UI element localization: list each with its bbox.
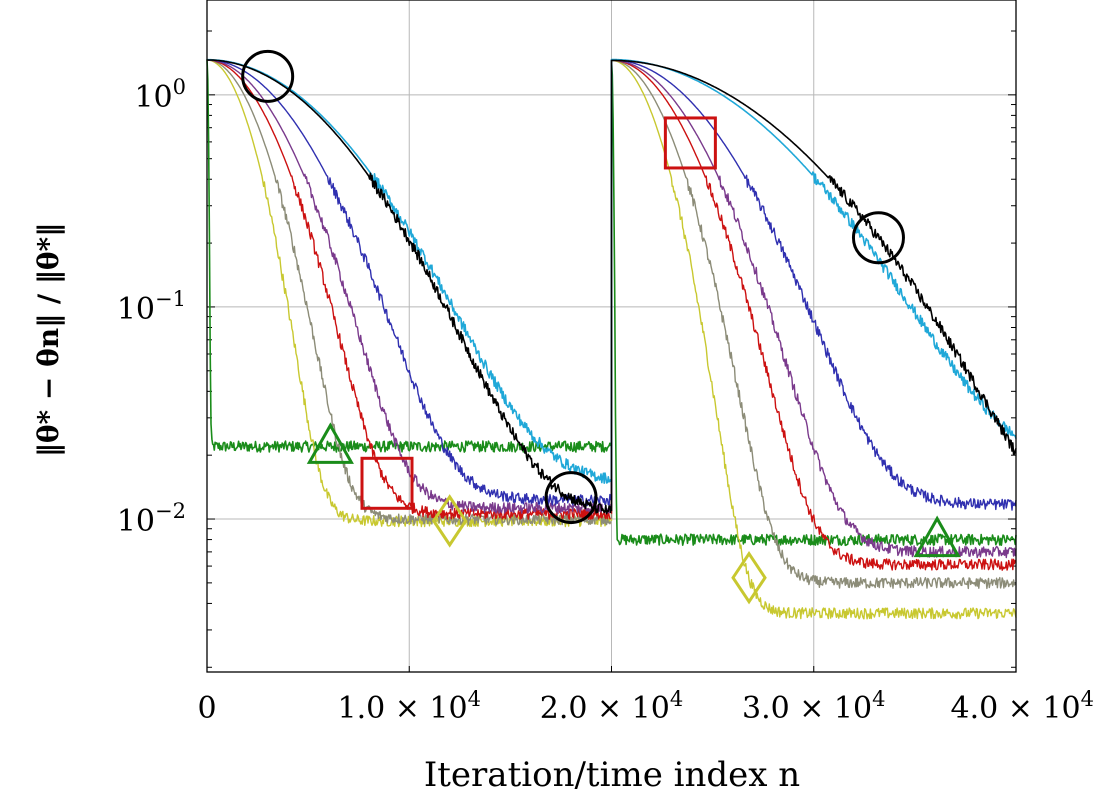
y-tick-label: 10−1 [117, 287, 186, 327]
series-line-gray [207, 59, 1017, 590]
marker-circle [544, 471, 598, 525]
series-markers [241, 49, 961, 605]
x-axis-label: Iteration/time index n [424, 755, 800, 795]
series-lines [206, 58, 1017, 620]
series-line-black-circle [207, 59, 1017, 515]
marker-diamond [731, 550, 767, 605]
marker-square [360, 456, 414, 510]
marker-circle [241, 49, 295, 103]
x-tick-labels: 0 1.0 × 104 2.0 × 104 3.0 × 104 4.0 × 10… [197, 687, 1094, 726]
plot-frame [206, 0, 1017, 673]
series-line-blue [207, 59, 1017, 511]
marker-square [663, 116, 717, 170]
series-line-red-square [206, 59, 1017, 571]
y-axis-label-text: ‖θ* − θn‖ / ‖θ*‖ [32, 223, 65, 457]
y-tick-labels: 100 10−1 10−2 [117, 75, 186, 539]
series-line-purple [207, 59, 1017, 559]
y-axis-label: ‖θ* − θn‖ / ‖θ*‖ [32, 223, 65, 457]
x-tick-label: 2.0 × 104 [540, 687, 683, 726]
x-tick-label: 0 [197, 691, 216, 726]
y-tick-label: 10−2 [117, 499, 186, 539]
x-tick-label: 4.0 × 104 [951, 687, 1094, 726]
plot-area [206, 0, 1017, 673]
y-tick-label: 100 [134, 75, 186, 115]
marker-triangle [306, 422, 354, 464]
marker-triangle [913, 515, 961, 558]
x-tick-label: 1.0 × 104 [338, 687, 481, 726]
series-line-cyan [207, 58, 1017, 484]
x-tick-label: 3.0 × 104 [742, 687, 885, 726]
marker-circle [851, 211, 905, 265]
marker-diamond [431, 494, 468, 548]
